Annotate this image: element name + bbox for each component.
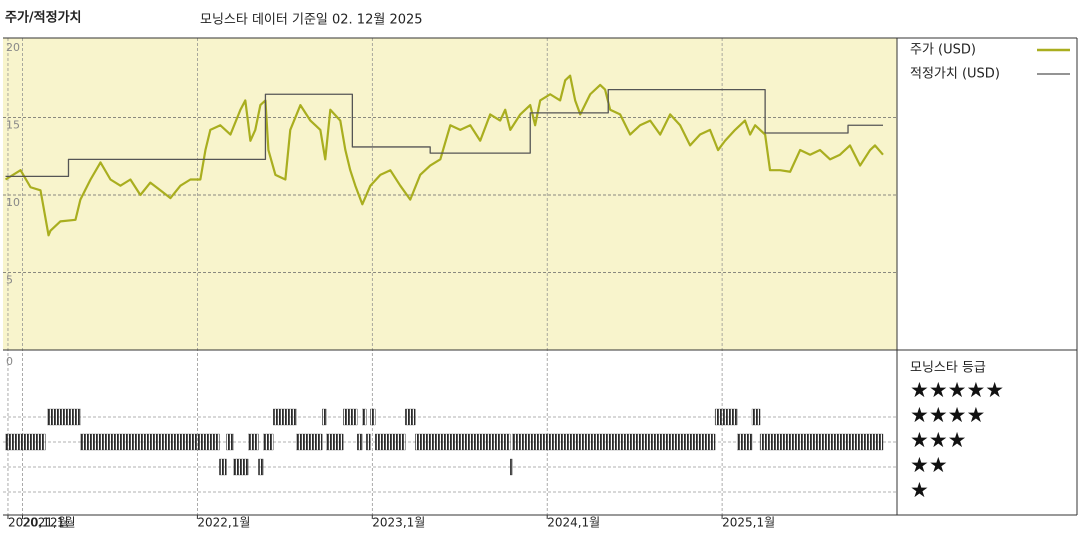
rating-legend-label: ★★★★ [910, 403, 985, 427]
rating-bar [405, 408, 416, 426]
x-tick-label: 2020,12월 [8, 516, 69, 530]
rating-legend-label: ★★★★★ [910, 378, 1004, 402]
x-tick-label: 2022,1월 [197, 516, 250, 530]
rating-title: 모닝스타 등급 [910, 361, 986, 376]
rating-bar [343, 408, 358, 426]
x-tick-label: 2023,1월 [372, 516, 425, 530]
rating-legend-label: ★ [910, 478, 929, 502]
rating-bar [736, 433, 753, 451]
chart-label: 주가/적정가치 [5, 10, 82, 26]
rating-bar [714, 408, 738, 426]
rating-bar [370, 408, 376, 426]
rating-legend-label: ★★ [910, 453, 948, 477]
series-line [4, 74, 884, 237]
rating-bar [751, 408, 761, 426]
rating-bar [296, 433, 323, 451]
rating-bar [233, 458, 249, 476]
rating-bar [226, 433, 234, 451]
y-tick-label: 5 [6, 274, 13, 287]
rating-bar [510, 458, 513, 476]
chart-title: 모닝스타 데이터 기준일 02. 12월 2025 [200, 13, 423, 28]
rating-bar [5, 433, 46, 451]
rating-bar [80, 433, 220, 451]
legend-label: 주가 (USD) [910, 43, 976, 58]
rating-bar [357, 433, 363, 451]
rating-bar [273, 408, 297, 426]
rating-bar [759, 433, 884, 451]
rating-bar [322, 408, 327, 426]
x-tick-label: 2021,1월 [22, 516, 75, 530]
rating-bar [263, 433, 274, 451]
rating-bar [47, 408, 81, 426]
rating-bar [326, 433, 344, 451]
y-tick-label: 10 [6, 196, 20, 209]
rating-bar [362, 408, 367, 426]
rating-bar [248, 433, 259, 451]
rating-bar [512, 433, 716, 451]
plot-background [3, 38, 897, 350]
rating-legend-label: ★★★ [910, 428, 966, 452]
x-tick-label: 2024,1월 [547, 516, 600, 530]
x-tick-label: 2025,1월 [722, 516, 775, 530]
rating-bar [258, 458, 264, 476]
y-tick-label: 15 [6, 119, 20, 132]
rating-bar [375, 433, 406, 451]
rating-tick: 0 [6, 355, 13, 368]
rating-bar [415, 433, 511, 451]
legend-label: 적정가치 (USD) [910, 67, 1000, 82]
series-line [5, 88, 884, 178]
y-tick-label: 20 [6, 41, 20, 54]
rating-bar [219, 458, 227, 476]
rating-bar [366, 433, 371, 451]
